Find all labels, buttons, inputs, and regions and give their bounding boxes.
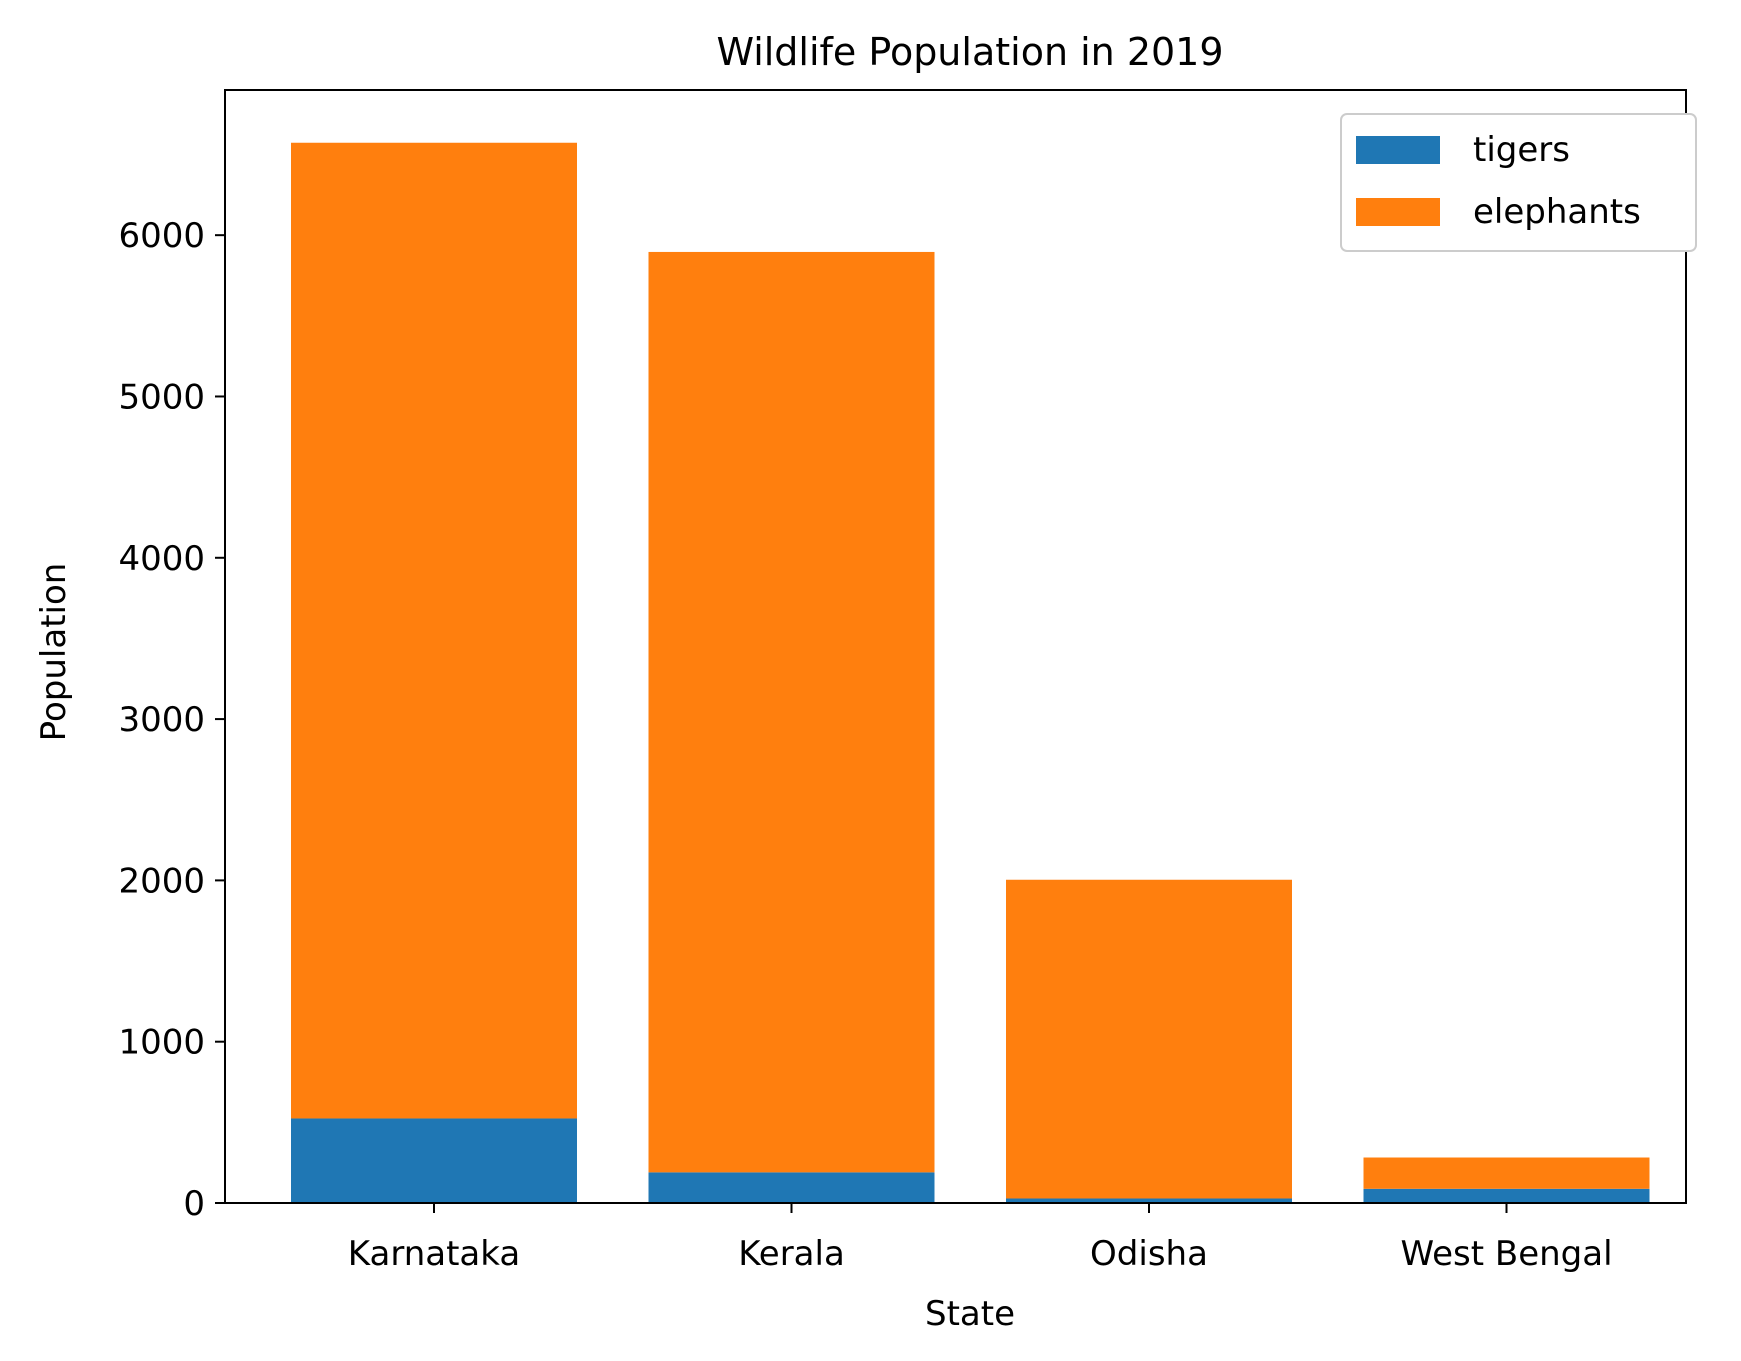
legend-label-tigers: tigers — [1473, 130, 1570, 170]
chart-title: Wildlife Population in 2019 — [716, 30, 1223, 74]
bar-elephants-karnataka — [291, 142, 577, 1119]
y-tick-label: 4000 — [118, 539, 205, 579]
legend-label-elephants: elephants — [1473, 192, 1641, 232]
y-axis-ticks: 0 1000 2000 3000 4000 5000 6000 — [118, 216, 225, 1224]
bar-elephants-west-bengal — [1363, 1157, 1650, 1189]
x-tick-label-karnataka: Karnataka — [348, 1234, 520, 1274]
x-tick-label-odisha: Odisha — [1090, 1234, 1208, 1274]
y-tick-label: 3000 — [118, 700, 205, 740]
y-tick-label: 0 — [183, 1184, 205, 1224]
bar-tigers-west-bengal — [1363, 1188, 1650, 1203]
legend: tigers elephants — [1340, 113, 1697, 252]
x-tick-label-west-bengal: West Bengal — [1400, 1234, 1612, 1274]
bar-tigers-karnataka — [291, 1118, 577, 1203]
y-tick-label: 2000 — [118, 861, 205, 901]
legend-swatch-tigers — [1356, 136, 1440, 164]
bar-elephants-kerala — [648, 251, 935, 1173]
y-tick-label: 1000 — [118, 1023, 205, 1063]
x-axis-ticks: Karnataka Kerala Odisha West Bengal — [348, 1203, 1613, 1274]
legend-swatch-elephants — [1356, 198, 1440, 226]
bar-elephants-odisha — [1006, 879, 1292, 1199]
bar-tigers-odisha — [1006, 1198, 1292, 1203]
bars-group — [291, 142, 1650, 1203]
y-tick-label: 6000 — [118, 216, 205, 256]
y-tick-label: 5000 — [118, 377, 205, 417]
y-axis-label: Population — [34, 563, 74, 742]
x-tick-label-kerala: Kerala — [738, 1234, 845, 1274]
plot-frame — [224, 89, 1687, 1204]
bar-tigers-kerala — [648, 1172, 935, 1203]
x-axis-label: State — [925, 1294, 1015, 1334]
